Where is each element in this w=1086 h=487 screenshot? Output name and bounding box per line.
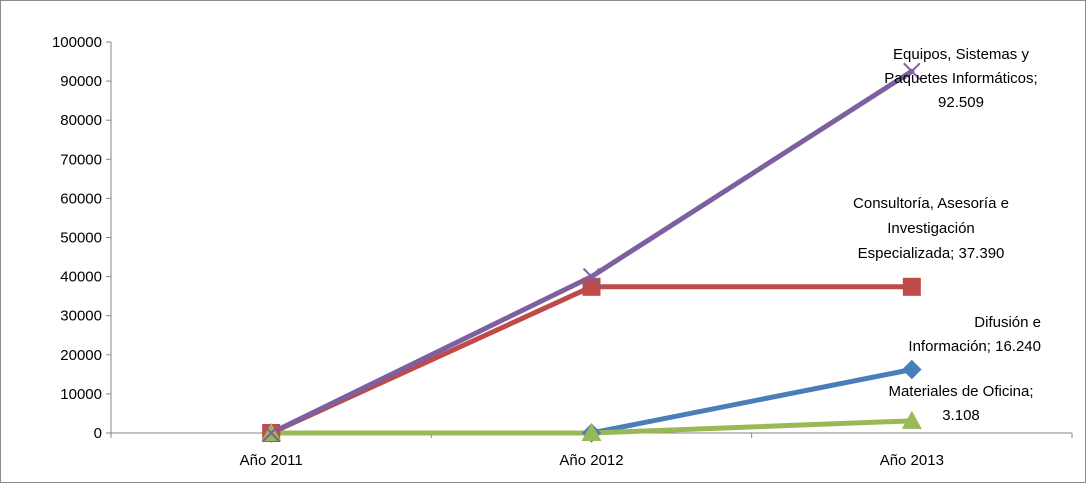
consultoria-data-label-line: Investigación	[887, 220, 975, 237]
series-lines	[268, 68, 915, 436]
y-tick-label: 40000	[60, 269, 102, 286]
equipos-data-label-line: Equipos, Sistemas y	[893, 46, 1029, 63]
equipos-data-label: Equipos, Sistemas y Paquetes Informáticos…	[884, 46, 1037, 111]
x-tick-label: Año 2012	[559, 452, 623, 469]
data-labels: Difusión e Información; 16.240 Consultoría…	[853, 46, 1041, 424]
equipos-point-marker	[262, 424, 280, 442]
consultoria-point-marker	[902, 277, 921, 296]
consultoria-point-marker	[582, 277, 601, 296]
materiales-data-label: Materiales de Oficina; 3.108	[888, 383, 1033, 424]
consultoria-data-label: Consultoría, Asesoría e Investigación Espe…	[853, 195, 1009, 262]
equipos-data-label-line: 92.509	[938, 94, 984, 111]
consultoria-data-label-line: Especializada; 37.390	[858, 245, 1005, 262]
difusion-point-marker	[902, 359, 922, 380]
materiales-data-label-line: 3.108	[942, 407, 980, 424]
difusion-data-label-line: Difusión e	[974, 314, 1041, 331]
series-markers	[261, 62, 922, 443]
consultoria-data-label-line: Consultoría, Asesoría e	[853, 195, 1009, 212]
y-tick-label: 0	[94, 425, 102, 442]
materiales-point-marker	[581, 423, 602, 441]
equipos-point-marker	[903, 62, 921, 80]
axes: 0 10000 20000 30000 40000 50000 60000 70000 8000…	[52, 34, 1073, 469]
x-tick-label: Año 2011	[240, 452, 303, 469]
y-tick-label: 30000	[60, 308, 102, 325]
y-tick-label: 10000	[60, 386, 102, 403]
y-tick-label: 80000	[60, 112, 102, 129]
y-tick-label: 50000	[60, 230, 102, 247]
y-tick-label: 100000	[52, 34, 102, 51]
y-tick-label: 90000	[60, 73, 102, 90]
materiales-point-marker	[901, 410, 922, 429]
equipos-point-marker	[582, 267, 601, 286]
difusion-data-label-line: Información; 16.240	[908, 338, 1041, 355]
consultoria-series-line	[268, 284, 915, 436]
equipos-data-label-line: Paquetes Informáticos;	[884, 70, 1037, 87]
equipos-series-line	[268, 68, 915, 436]
y-tick-label: 60000	[60, 190, 102, 207]
x-tick-label: Año 2013	[880, 452, 944, 469]
materiales-data-label-line: Materiales de Oficina;	[888, 383, 1033, 400]
y-tick-label: 70000	[60, 151, 102, 168]
difusion-data-label: Difusión e Información; 16.240	[908, 314, 1041, 355]
y-tick-label: 20000	[60, 347, 102, 364]
